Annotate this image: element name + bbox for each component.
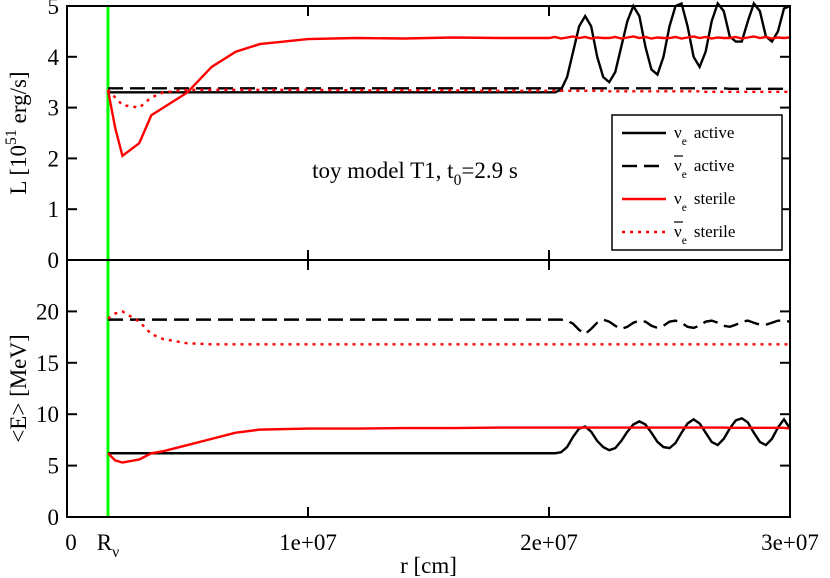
- x-tick-label: 1e+07: [279, 530, 337, 555]
- legend-label: νe active: [674, 156, 734, 181]
- legend-label-part: sterile: [694, 222, 736, 241]
- y-axis-label-part: L [10: [6, 145, 31, 195]
- series-line: [107, 0, 791, 94]
- x-tick-label: 0: [65, 530, 77, 555]
- y-tick-label: 20: [36, 299, 59, 324]
- annotation-part: =2.9 s: [461, 158, 517, 183]
- series-line: [107, 426, 791, 464]
- legend-label-part: sterile: [694, 189, 736, 208]
- x-tick-label: 3e+07: [761, 530, 819, 555]
- y-tick-label: 1: [48, 197, 60, 222]
- y-axis-label: <E> [MeV]: [6, 334, 31, 442]
- x-tick-label: 2e+07: [520, 530, 578, 555]
- legend-box: [611, 114, 783, 251]
- legend-label-part: active: [694, 156, 735, 175]
- legend-label: νe sterile: [674, 189, 735, 214]
- y-tick-label: 5: [48, 0, 60, 19]
- plot-frame: [66, 259, 791, 518]
- radius-label-part: R: [97, 530, 113, 555]
- y-axis-label-part: 51: [3, 129, 20, 145]
- y-tick-label: 3: [48, 96, 60, 121]
- series-line: [107, 416, 792, 455]
- y-tick-label: 4: [48, 45, 60, 70]
- legend-label: νe active: [674, 123, 734, 148]
- y-tick-label: 15: [36, 351, 59, 376]
- legend-label-part: e: [682, 168, 687, 181]
- y-tick-label: 2: [48, 146, 60, 171]
- legend-label-part: ν: [674, 189, 682, 208]
- y-tick-label: 0: [48, 505, 60, 530]
- annotation-part: toy model T1, t: [312, 158, 454, 183]
- y-tick-label: 0: [48, 248, 60, 273]
- legend-label-part: e: [682, 234, 687, 247]
- y-tick-label: 5: [48, 454, 60, 479]
- annotation-part: 0: [454, 172, 462, 189]
- legend-label-part: active: [694, 123, 735, 142]
- radius-label-part: ν: [112, 544, 119, 561]
- legend-label-part: ν: [674, 222, 682, 241]
- legend-label-part: e: [682, 135, 687, 148]
- annotation: toy model T1, t0=2.9 s: [312, 158, 518, 189]
- y-axis-label-part: <E> [MeV]: [6, 334, 31, 442]
- series-line: [107, 87, 790, 90]
- series-line: [107, 318, 791, 336]
- legend-label-part: e: [682, 201, 687, 214]
- series-line: [106, 35, 791, 158]
- legend-label: νe sterile: [674, 222, 735, 247]
- y-axis-label: L [1051 erg/s]: [3, 71, 31, 194]
- radius-label: Rν: [97, 530, 119, 561]
- x-axis-label: r [cm]: [400, 553, 457, 578]
- legend-label-part: ν: [674, 123, 682, 142]
- legend-label-part: ν: [674, 156, 682, 175]
- y-tick-label: 10: [36, 402, 59, 427]
- y-axis-label-part: erg/s]: [6, 71, 31, 123]
